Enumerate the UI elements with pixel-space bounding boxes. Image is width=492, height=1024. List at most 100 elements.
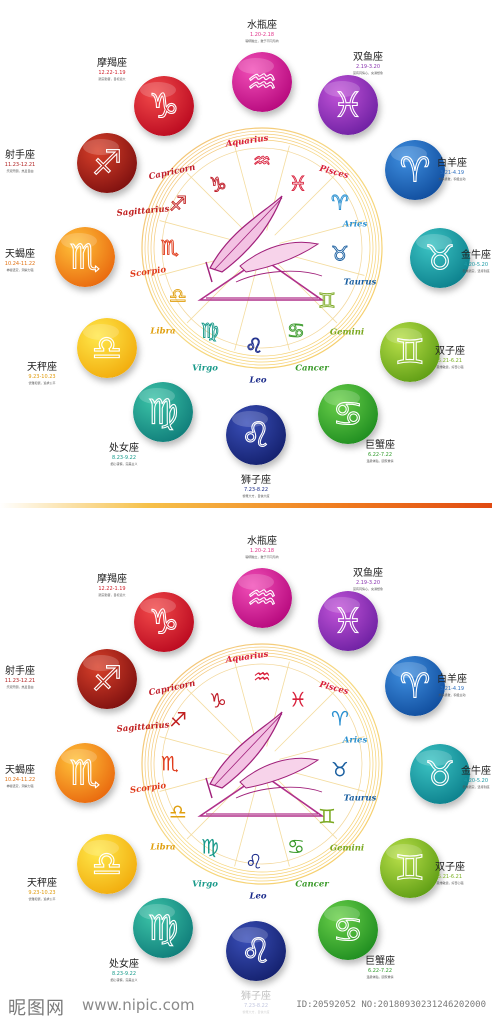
- taurus-sign-badge: ♉: [410, 228, 470, 288]
- libra-sign-badge: ♎: [77, 318, 137, 378]
- capricorn-label-group: 摩羯座 12.22-1.19 踏实勤奋，目标远大: [82, 58, 142, 82]
- aries-label-group: 白羊座 3.21-4.19 热情勇敢，积极主动: [422, 674, 482, 698]
- taurus-date-range: 4.20-5.20: [463, 262, 489, 268]
- capricorn-emblem-icon: ♑: [149, 87, 179, 127]
- sagittarius-name: 射手座: [5, 666, 35, 677]
- gemini-date-range: 5.21-6.21: [437, 358, 463, 364]
- scorpio-glyph-icon: ♏: [161, 752, 179, 776]
- cancer-trait-note: 温柔体贴，顾家重情: [366, 459, 394, 463]
- pisces-glyph-icon: ♓: [289, 172, 307, 196]
- libra-name: 天秤座: [27, 878, 57, 889]
- scorpio-emblem-icon: ♏: [70, 754, 100, 794]
- quill-illustration: [197, 711, 325, 817]
- virgo-sign-badge: ♍: [133, 898, 193, 958]
- sagittarius-trait-note: 乐观开朗，热爱自由: [6, 169, 34, 173]
- gemini-label-group: 双子座 5.21-6.21 思维敏捷，好奇心强: [420, 862, 480, 886]
- aries-label-group: 白羊座 3.21-4.19 热情勇敢，积极主动: [422, 158, 482, 182]
- aquarius-glyph-icon: ♒: [253, 665, 271, 689]
- cancer-glyph-icon: ♋: [287, 319, 305, 343]
- sagittarius-name: 射手座: [5, 150, 35, 161]
- libra-name: 天秤座: [27, 362, 57, 373]
- taurus-name: 金牛座: [461, 250, 491, 261]
- scorpio-sign-badge: ♏: [55, 743, 115, 803]
- virgo-sign-badge: ♍: [133, 382, 193, 442]
- gemini-glyph-icon: ♊: [318, 289, 336, 313]
- sagittarius-glyph-icon: ♐: [169, 708, 187, 732]
- taurus-name: 金牛座: [461, 766, 491, 777]
- pisces-glyph-icon: ♓: [289, 688, 307, 712]
- pisces-date-range: 2.19-3.20: [355, 64, 381, 70]
- virgo-date-range: 8.23-9.22: [111, 971, 137, 977]
- libra-date-range: 9.23-10.23: [28, 890, 56, 896]
- aquarius-label-group: 水瓶座 1.20-2.18 聪明独立，敢于不同凡响: [222, 536, 302, 560]
- virgo-latin-label: Virgo: [192, 364, 218, 374]
- libra-emblem-icon: ♎: [92, 845, 122, 885]
- aries-name: 白羊座: [437, 158, 467, 169]
- capricorn-trait-note: 踏实勤奋，目标远大: [98, 77, 126, 81]
- scorpio-date-range: 10.24-11.22: [4, 261, 36, 267]
- scorpio-label-group: 天蝎座 10.24-11.22 神秘坚定，洞察力强: [0, 765, 50, 789]
- aries-glyph-icon: ♈: [331, 707, 349, 731]
- pisces-trait-note: 富有同情心，充满想象: [352, 587, 383, 591]
- capricorn-trait-note: 踏实勤奋，目标远大: [98, 593, 126, 597]
- cancer-glyph-icon: ♋: [287, 835, 305, 859]
- aries-latin-label: Aries: [342, 220, 368, 230]
- leo-emblem-icon: ♌: [241, 932, 271, 972]
- aquarius-label-group: 水瓶座 1.20-2.18 聪明独立，敢于不同凡响: [222, 20, 302, 44]
- leo-trait-note: 慷慨大方，自信大度: [242, 494, 270, 498]
- virgo-date-range: 8.23-9.22: [111, 455, 137, 461]
- taurus-emblem-icon: ♉: [425, 239, 455, 279]
- capricorn-label-group: 摩羯座 12.22-1.19 踏实勤奋，目标远大: [82, 574, 142, 598]
- taurus-date-range: 4.20-5.20: [463, 778, 489, 784]
- virgo-trait-note: 细心谨慎，完美主义: [110, 462, 138, 466]
- watermark-id: ID:20592052 NO:20180930231246202000: [296, 1000, 486, 1010]
- sagittarius-emblem-icon: ♐: [92, 660, 122, 700]
- sagittarius-latin-label: Sagittarius: [116, 204, 170, 219]
- capricorn-glyph-icon: ♑: [209, 173, 227, 197]
- sagittarius-glyph-icon: ♐: [169, 192, 187, 216]
- taurus-sign-badge: ♉: [410, 744, 470, 804]
- aries-glyph-icon: ♈: [331, 191, 349, 215]
- leo-sign-badge: ♌: [226, 405, 286, 465]
- taurus-emblem-icon: ♉: [425, 755, 455, 795]
- virgo-trait-note: 细心谨慎，完美主义: [110, 978, 138, 982]
- leo-date-range: 7.23-8.22: [243, 487, 269, 493]
- aquarius-latin-label: Aquarius: [224, 650, 269, 666]
- scorpio-label-group: 天蝎座 10.24-11.22 神秘坚定，洞察力强: [0, 249, 50, 273]
- libra-glyph-icon: ♎: [169, 800, 187, 824]
- sagittarius-date-range: 11.23-12.21: [4, 678, 36, 684]
- capricorn-sign-badge: ♑: [134, 592, 194, 652]
- leo-latin-label: Leo: [248, 376, 266, 386]
- sagittarius-sign-badge: ♐: [77, 133, 137, 193]
- sagittarius-latin-label: Sagittarius: [116, 720, 170, 735]
- aries-sign-badge: ♈: [385, 140, 445, 200]
- cancer-trait-note: 温柔体贴，顾家重情: [366, 975, 394, 979]
- sagittarius-label-group: 射手座 11.23-12.21 乐观开朗，热爱自由: [0, 150, 50, 174]
- gemini-glyph-icon: ♊: [318, 805, 336, 829]
- virgo-name: 处女座: [109, 443, 139, 454]
- libra-date-range: 9.23-10.23: [28, 374, 56, 380]
- pisces-name: 双鱼座: [353, 52, 383, 63]
- wheel-rings: [141, 127, 383, 369]
- libra-trait-note: 优雅和谐，追求公平: [28, 381, 56, 385]
- capricorn-name: 摩羯座: [97, 58, 127, 69]
- wheel-spokes: [159, 661, 365, 867]
- cancer-latin-label: Cancer: [295, 880, 329, 890]
- taurus-latin-label: Taurus: [344, 794, 377, 804]
- cancer-name: 巨蟹座: [365, 956, 395, 967]
- sagittarius-sign-badge: ♐: [77, 649, 137, 709]
- scorpio-latin-label: Scorpio: [129, 781, 167, 796]
- cancer-name: 巨蟹座: [365, 440, 395, 451]
- aries-emblem-icon: ♈: [400, 151, 430, 191]
- watermark-url: www.nipic.com: [82, 996, 195, 1014]
- scorpio-trait-note: 神秘坚定，洞察力强: [6, 784, 34, 788]
- aquarius-sign-badge: ♒: [232, 568, 292, 628]
- virgo-glyph-icon: ♍: [201, 319, 219, 343]
- scorpio-trait-note: 神秘坚定，洞察力强: [6, 268, 34, 272]
- leo-glyph-icon: ♌: [245, 850, 263, 874]
- scorpio-latin-label: Scorpio: [129, 265, 167, 280]
- gemini-latin-label: Gemini: [330, 328, 364, 338]
- gemini-sign-badge: ♊: [380, 322, 440, 382]
- leo-latin-label: Leo: [248, 892, 266, 902]
- libra-latin-label: Libra: [149, 327, 175, 337]
